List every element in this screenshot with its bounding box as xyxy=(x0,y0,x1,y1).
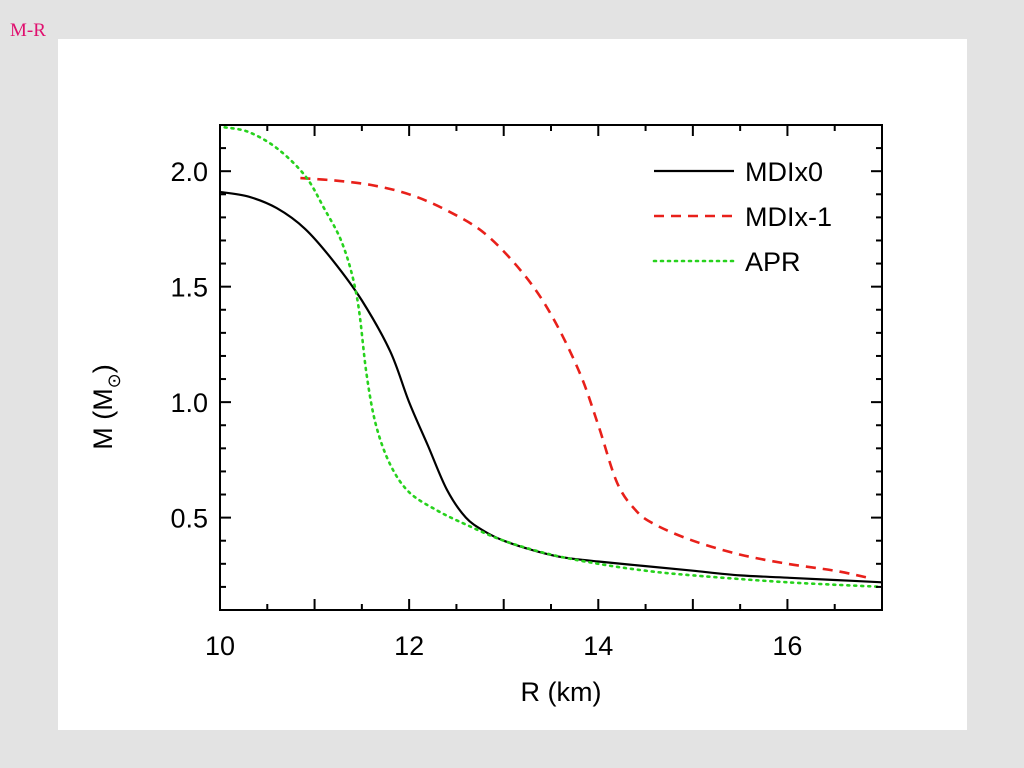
x-axis-label: R (km) xyxy=(521,677,602,707)
chart-panel: 10 12 14 16 0.5 1.0 1.5 2.0 R (km) M (M⊙) MDIx0… xyxy=(58,39,967,730)
slide-title: M-R xyxy=(10,20,46,41)
y-tick-label: 0.5 xyxy=(170,504,208,534)
series-curves xyxy=(220,126,882,589)
y-tick-label: 1.0 xyxy=(170,388,208,418)
y-tick-label: 2.0 xyxy=(170,157,208,187)
legend-label: MDIx0 xyxy=(745,157,823,187)
series-line-mdix-1 xyxy=(300,176,869,579)
series-line-apr xyxy=(223,126,882,589)
y-axis-label: M (M⊙) xyxy=(88,364,124,450)
series-line-mdix0 xyxy=(220,190,882,584)
mass-radius-chart: 10 12 14 16 0.5 1.0 1.5 2.0 R (km) M (M⊙) MDIx0… xyxy=(88,124,883,707)
x-tick-label: 16 xyxy=(772,631,802,661)
legend: MDIx0 MDIx-1 APR xyxy=(652,157,832,277)
y-tick-label: 1.5 xyxy=(170,273,208,303)
axis-ticks xyxy=(219,124,883,611)
legend-label: MDIx-1 xyxy=(745,202,832,232)
plot-frame xyxy=(219,124,883,611)
axis-tick-labels: 10 12 14 16 0.5 1.0 1.5 2.0 xyxy=(170,157,802,661)
x-tick-label: 12 xyxy=(394,631,424,661)
x-tick-label: 10 xyxy=(205,631,235,661)
x-tick-label: 14 xyxy=(583,631,613,661)
legend-label: APR xyxy=(745,247,801,277)
